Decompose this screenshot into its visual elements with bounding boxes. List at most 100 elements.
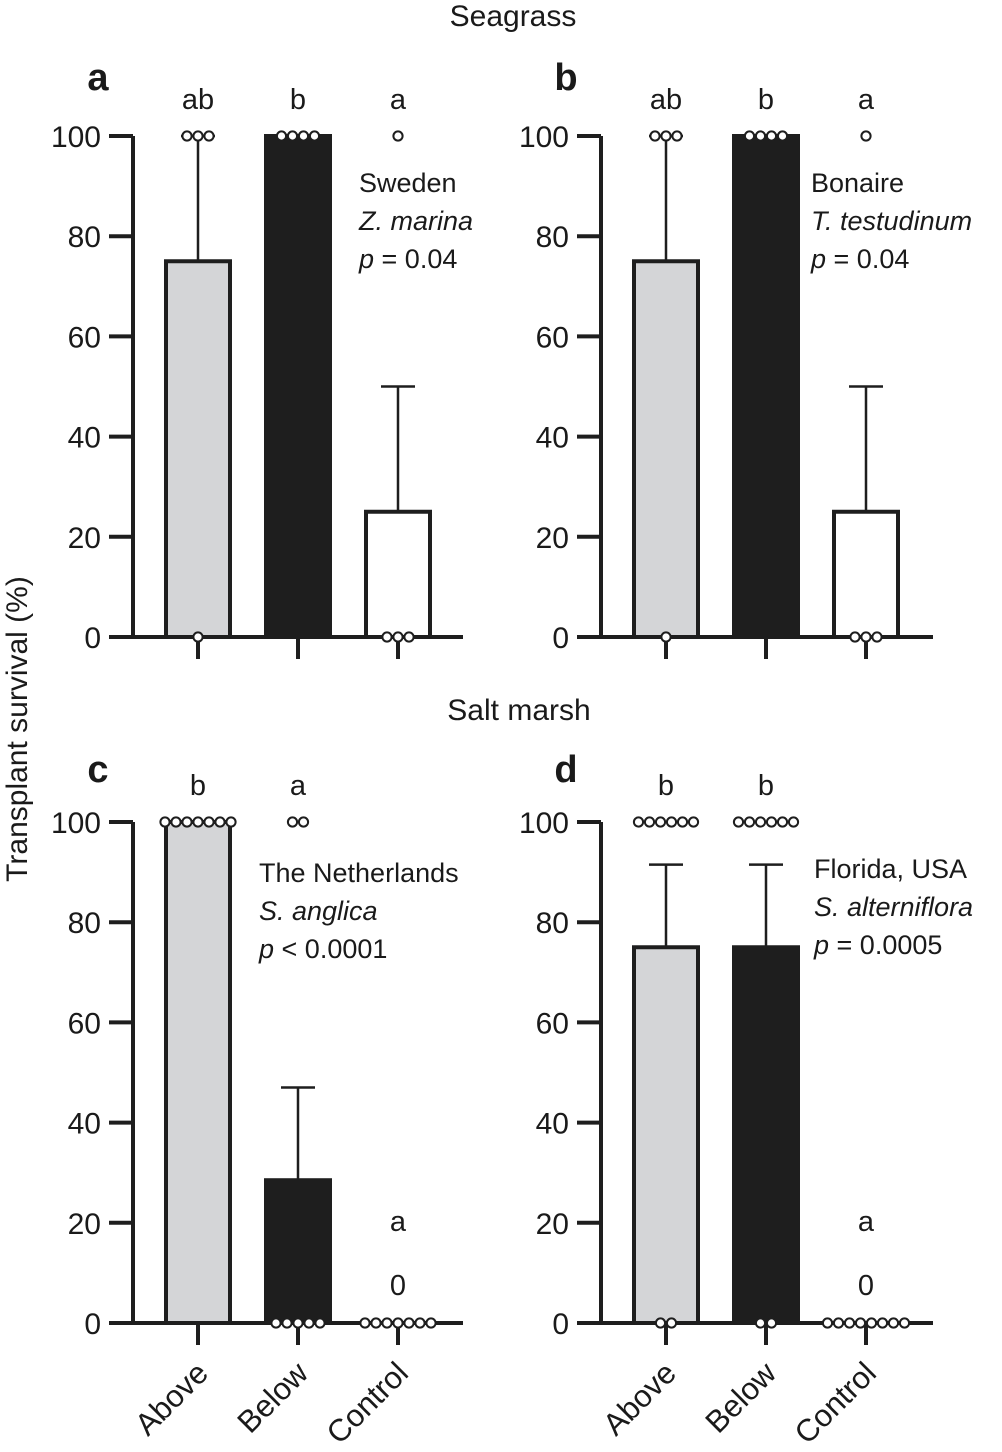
x-category-label-control: Control bbox=[320, 1355, 415, 1450]
panel-c: c 0 20 40 60 80 100 b a a 0 The Netherlands S. angli… bbox=[51, 749, 463, 1451]
p-value: < 0.0001 bbox=[274, 934, 387, 964]
zero-value-label: 0 bbox=[858, 1270, 874, 1302]
y-axis-label: Transplant survival (%) bbox=[1, 576, 34, 882]
bar-below bbox=[732, 134, 800, 639]
bar-above bbox=[632, 259, 700, 639]
data-point bbox=[732, 816, 745, 828]
panel-letter-c: c bbox=[87, 749, 108, 791]
y-tick-label: 40 bbox=[68, 1108, 101, 1141]
y-tick-label: 80 bbox=[68, 221, 101, 254]
panel-a: a 0 20 40 60 80 100 ab b a Sweden Z. marina p = 0.04 bbox=[51, 57, 473, 659]
significance-letter-below: a bbox=[290, 770, 307, 802]
data-point bbox=[776, 816, 789, 828]
y-tick-label: 20 bbox=[68, 1208, 101, 1241]
y-tick-label: 100 bbox=[51, 807, 101, 840]
significance-letter-control: a bbox=[390, 1206, 407, 1238]
data-point bbox=[392, 1317, 404, 1329]
note-site: Sweden bbox=[359, 168, 457, 198]
data-point bbox=[281, 1317, 293, 1329]
data-point bbox=[660, 631, 672, 643]
data-point bbox=[849, 631, 861, 643]
data-point bbox=[292, 1317, 304, 1329]
note-p-value: p < 0.0001 bbox=[258, 934, 387, 964]
data-point bbox=[765, 1317, 778, 1329]
significance-letter-below: b bbox=[758, 84, 774, 116]
data-point bbox=[270, 1317, 282, 1329]
data-point bbox=[632, 816, 645, 828]
significance-letter-above: b bbox=[658, 770, 674, 802]
y-tick-label: 40 bbox=[68, 422, 101, 455]
data-point bbox=[392, 130, 404, 142]
y-tick-label: 100 bbox=[51, 121, 101, 154]
data-point bbox=[776, 130, 789, 142]
data-point bbox=[381, 1317, 393, 1329]
y-tick-label: 20 bbox=[68, 522, 101, 555]
note-site: The Netherlands bbox=[259, 858, 459, 888]
data-point bbox=[876, 1317, 889, 1329]
bar-below bbox=[264, 134, 332, 639]
panel-b: b 0 20 40 60 80 100 ab b a Bonaire T. testudinum p =… bbox=[519, 57, 972, 659]
data-point bbox=[743, 130, 756, 142]
y-tick-label: 80 bbox=[536, 221, 569, 254]
data-point bbox=[787, 816, 800, 828]
note-species: Z. marina bbox=[358, 206, 473, 236]
data-point bbox=[765, 816, 778, 828]
data-point bbox=[370, 1317, 382, 1329]
data-point bbox=[887, 1317, 900, 1329]
significance-letter-above: b bbox=[190, 770, 206, 802]
data-point bbox=[676, 816, 689, 828]
data-point bbox=[754, 816, 767, 828]
data-point bbox=[414, 1317, 426, 1329]
data-point bbox=[275, 130, 288, 142]
data-point bbox=[898, 1317, 911, 1329]
data-point bbox=[832, 1317, 845, 1329]
data-point bbox=[403, 1317, 415, 1329]
data-point bbox=[297, 816, 310, 828]
y-tick-label: 60 bbox=[536, 321, 569, 354]
data-point bbox=[192, 631, 204, 643]
p-value: = 0.0005 bbox=[829, 930, 942, 960]
data-point bbox=[843, 1317, 856, 1329]
y-tick-label: 60 bbox=[68, 1007, 101, 1040]
data-point bbox=[754, 1317, 767, 1329]
data-point bbox=[159, 816, 171, 828]
significance-letter-control: a bbox=[858, 1206, 875, 1238]
p-symbol: p bbox=[813, 930, 829, 960]
note-species: S. alterniflora bbox=[814, 892, 973, 922]
data-point bbox=[660, 130, 672, 142]
note-site: Florida, USA bbox=[814, 854, 967, 884]
data-point bbox=[687, 816, 700, 828]
bar-control bbox=[364, 509, 432, 639]
p-value: = 0.04 bbox=[826, 244, 909, 274]
x-category-label-control: Control bbox=[788, 1355, 883, 1450]
significance-letter-control: a bbox=[390, 84, 407, 116]
data-point bbox=[865, 1317, 878, 1329]
data-point bbox=[359, 1317, 371, 1329]
note-species: S. anglica bbox=[259, 896, 378, 926]
data-point bbox=[170, 816, 182, 828]
data-point bbox=[654, 816, 667, 828]
data-point bbox=[297, 130, 310, 142]
data-point bbox=[192, 816, 204, 828]
significance-letter-below: b bbox=[290, 84, 306, 116]
data-point bbox=[225, 816, 237, 828]
note-p-value: p = 0.04 bbox=[358, 244, 457, 274]
panel-letter-b: b bbox=[554, 57, 577, 99]
data-point bbox=[392, 631, 404, 643]
y-tick-label: 0 bbox=[84, 1308, 101, 1341]
panel-d: d 0 20 40 60 80 100 b b a 0 Florida, USA S. alternif… bbox=[519, 749, 973, 1451]
note-p-value: p = 0.0005 bbox=[813, 930, 942, 960]
bar-above bbox=[632, 945, 700, 1325]
y-tick-label: 60 bbox=[68, 321, 101, 354]
section-title-salt-marsh: Salt marsh bbox=[447, 694, 590, 727]
section-title-seagrass: Seagrass bbox=[450, 0, 577, 33]
significance-letter-above: ab bbox=[650, 84, 682, 116]
panel-letter-a: a bbox=[87, 57, 109, 99]
data-point bbox=[643, 816, 656, 828]
significance-letter-above: ab bbox=[182, 84, 214, 116]
data-point bbox=[303, 1317, 315, 1329]
data-point bbox=[308, 130, 321, 142]
data-point bbox=[754, 130, 767, 142]
